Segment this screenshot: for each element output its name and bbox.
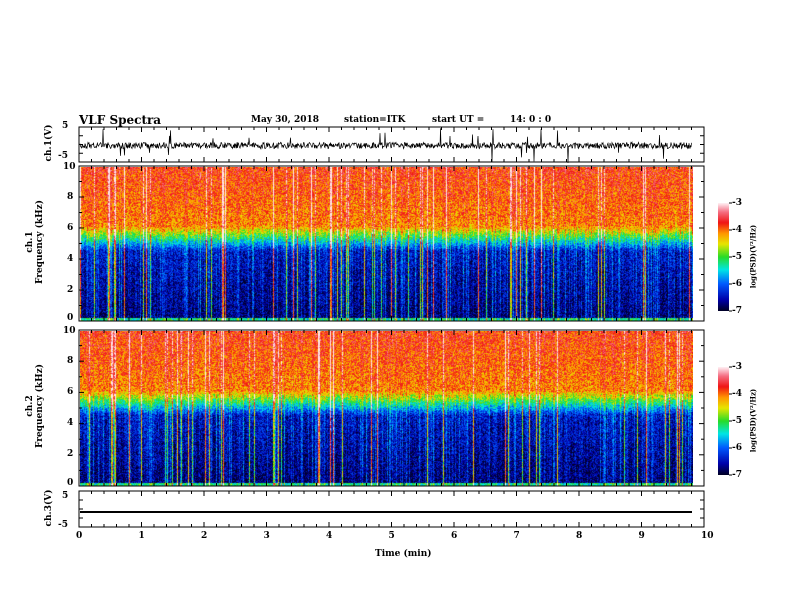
ch1-ylabel: ch.1(V): [44, 124, 54, 162]
start-ut-label: start UT =: [432, 115, 485, 125]
ch2-colorbar: [718, 367, 729, 475]
x-tick-label: 8: [576, 531, 583, 541]
colorbar-tick-label: -5: [732, 415, 742, 426]
x-tick-label: 6: [451, 531, 458, 541]
colorbar-tick-label: -6: [732, 442, 742, 453]
ch1-waveform-line: [79, 128, 692, 164]
y-tick-label: 4: [67, 418, 74, 429]
date-label: May 30, 2018: [251, 115, 319, 125]
station-label: station=ITK: [344, 115, 406, 125]
colorbar2-label: log(PSD)(V²/Hz): [748, 388, 758, 453]
chart-title: VLF Spectra: [79, 113, 162, 127]
y-tick-label: 5: [62, 491, 69, 501]
colorbar-tick-label: -6: [732, 278, 742, 289]
panel-frame-2: [78, 329, 705, 487]
colorbar-tick-label: -7: [732, 305, 742, 316]
x-tick-label: 3: [263, 531, 270, 541]
x-tick-label: 5: [388, 531, 395, 541]
y-tick-label: 2: [67, 449, 74, 460]
y-tick-label: 4: [67, 253, 74, 264]
x-tick-label: 9: [638, 531, 645, 541]
ch1-spec-ylabel-line1: ch.1: [25, 231, 35, 253]
start-time-label: 14: 0 : 0: [510, 115, 552, 125]
y-tick-label: 6: [67, 386, 74, 397]
y-tick-label: -5: [58, 151, 68, 161]
panel-frame-3: [78, 490, 705, 528]
colorbar-tick-label: -7: [732, 469, 742, 480]
y-tick-label: 6: [67, 222, 74, 233]
x-tick-label: 7: [513, 531, 520, 541]
colorbar1-label: log(PSD)(V²/Hz): [748, 224, 758, 289]
colorbar-tick-label: -5: [732, 251, 742, 262]
colorbar-tick-label: -3: [732, 197, 742, 208]
ch1-colorbar: [718, 203, 729, 311]
y-tick-label: 5: [62, 121, 69, 131]
colorbar-tick-label: -4: [732, 388, 742, 399]
colorbar-tick-label: -3: [732, 361, 742, 372]
ch3-ylabel: ch.3(V): [44, 489, 54, 527]
panel-frame-1: [78, 165, 705, 322]
y-tick-label: 2: [67, 284, 74, 295]
x-tick-label: 10: [701, 531, 714, 541]
y-tick-label: 10: [63, 326, 76, 336]
y-tick-label: -5: [58, 520, 68, 530]
x-tick-label: 4: [326, 531, 333, 541]
y-tick-label: 10: [63, 162, 76, 172]
x-tick-label: 2: [201, 531, 208, 541]
y-tick-label: 0: [67, 478, 74, 488]
ch1-spec-ylabel-line2: Frequency (kHz): [35, 200, 45, 285]
colorbar-tick-label: -4: [732, 224, 742, 235]
ch2-spec-ylabel-line2: Frequency (kHz): [35, 364, 45, 449]
ch2-spectrogram-image: [80, 331, 693, 486]
x-tick-label: 0: [76, 531, 83, 541]
ch2-spec-ylabel: ch.2 Frequency (kHz): [25, 351, 45, 461]
ch1-spec-ylabel: ch.1 Frequency (kHz): [25, 187, 45, 297]
x-axis-label: Time (min): [375, 549, 432, 559]
ch1-spectrogram-image: [80, 167, 693, 321]
y-tick-label: 8: [67, 355, 74, 366]
y-tick-label: 0: [67, 313, 74, 323]
ch2-spec-ylabel-line1: ch.2: [25, 395, 35, 417]
x-tick-label: 1: [138, 531, 145, 541]
y-tick-label: 8: [67, 191, 74, 202]
